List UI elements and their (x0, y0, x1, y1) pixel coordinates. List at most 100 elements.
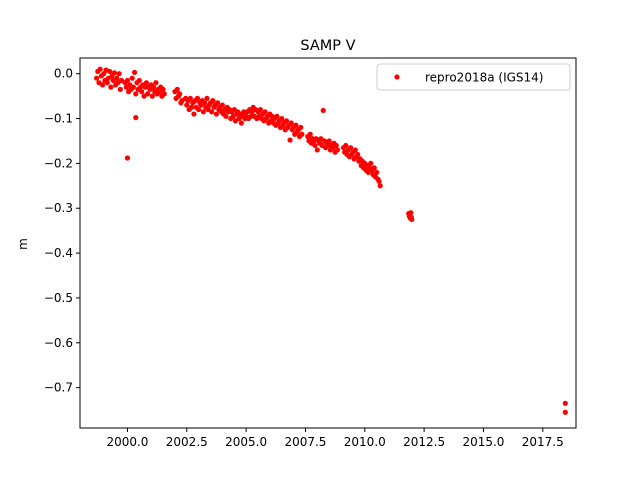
data-point (117, 86, 123, 92)
data-point (562, 409, 568, 415)
x-tick-label: 2012.5 (403, 435, 445, 449)
x-tick-label: 2010.0 (344, 435, 386, 449)
data-point (94, 75, 100, 81)
data-point (145, 91, 151, 97)
data-point (299, 131, 305, 137)
legend: repro2018a (IGS14) (376, 63, 571, 91)
data-point (371, 165, 377, 171)
data-point (374, 169, 380, 175)
data-point (104, 80, 110, 86)
data-point (201, 100, 208, 106)
data-point (262, 109, 268, 115)
data-point (204, 95, 210, 101)
data-point (314, 147, 320, 153)
data-point (283, 118, 290, 124)
data-point (107, 68, 113, 75)
data-point (210, 98, 216, 104)
y-tick-label: −0.4 (44, 246, 73, 260)
data-point (194, 95, 201, 101)
data-point (248, 113, 254, 119)
data-point (184, 102, 190, 108)
data-point (219, 102, 225, 108)
data-points (94, 66, 568, 415)
data-point (114, 75, 120, 81)
data-point (368, 160, 374, 166)
data-point (408, 210, 414, 216)
y-tick-label: −0.1 (44, 112, 73, 126)
data-point (124, 77, 131, 84)
y-tick-label: −0.2 (44, 156, 73, 170)
x-tick-label: 2005.0 (225, 435, 267, 449)
data-point (288, 120, 294, 126)
axis-ticks: 2000.0 2002.5 2005.0 2007.5 2010.0 2012.5 2015… (44, 67, 564, 449)
data-point (333, 142, 339, 149)
data-point (129, 75, 135, 81)
legend-marker (394, 74, 400, 80)
data-point (347, 145, 354, 151)
data-point (377, 183, 383, 189)
data-point (312, 142, 318, 149)
x-tick-label: 2017.5 (522, 435, 564, 449)
data-point (153, 80, 159, 86)
y-tick-label: −0.3 (44, 201, 73, 215)
data-point (325, 142, 331, 149)
data-point (188, 104, 195, 110)
data-point (209, 109, 215, 115)
x-tick-label: 2002.5 (166, 435, 208, 449)
data-point (133, 115, 139, 121)
y-tick-label: 0.0 (54, 67, 73, 81)
y-axis-label: m (16, 238, 30, 250)
x-tick-label: 2007.5 (284, 435, 326, 449)
data-point (287, 137, 293, 143)
data-point (143, 80, 150, 86)
data-point (241, 109, 247, 115)
data-point (150, 84, 157, 90)
data-point (187, 95, 193, 101)
y-tick-label: −0.5 (44, 291, 73, 305)
x-tick-label: 2015.0 (462, 435, 504, 449)
data-point (116, 71, 122, 77)
y-tick-label: −0.6 (44, 336, 73, 350)
data-point (343, 142, 349, 149)
data-point (124, 155, 131, 161)
data-point (130, 84, 136, 90)
x-tick-label: 2000.0 (106, 435, 148, 449)
data-point (97, 66, 103, 72)
data-point (133, 91, 139, 97)
data-point (131, 69, 138, 75)
data-point (334, 147, 341, 153)
data-point (307, 131, 313, 137)
legend-box (376, 63, 571, 91)
data-point (160, 86, 166, 92)
data-point (191, 111, 197, 117)
data-point (298, 124, 304, 131)
data-point (352, 147, 358, 153)
data-point (326, 138, 332, 144)
data-point (274, 113, 280, 119)
data-point (257, 106, 263, 113)
data-point (213, 111, 220, 117)
data-point (215, 100, 221, 106)
data-point (161, 91, 167, 97)
data-point (174, 86, 180, 92)
chart-title: SAMP V (300, 38, 355, 54)
data-point (177, 91, 183, 97)
data-point (200, 109, 207, 115)
data-point (320, 107, 326, 114)
data-point (279, 115, 285, 122)
data-point (376, 178, 382, 184)
data-point (293, 122, 299, 128)
data-point (223, 113, 229, 119)
data-point (111, 70, 118, 76)
data-point (238, 120, 244, 126)
data-point (142, 84, 148, 90)
data-point (355, 151, 361, 158)
data-point (409, 216, 415, 223)
data-point (108, 84, 114, 90)
data-point (136, 77, 142, 84)
y-tick-label: −0.7 (44, 381, 73, 395)
data-point (149, 93, 155, 99)
data-point (562, 400, 568, 406)
plot-frame (79, 57, 577, 429)
